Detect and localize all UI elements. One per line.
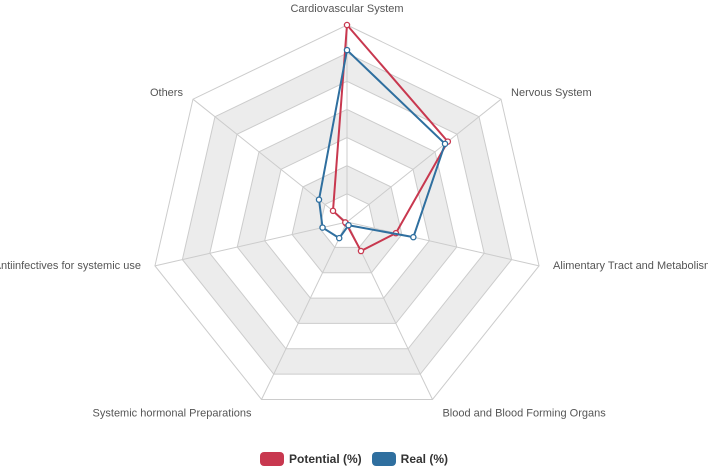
series-1-point-3[interactable] xyxy=(345,221,352,229)
series-0-point-6[interactable] xyxy=(329,207,337,215)
spoke-4 xyxy=(261,221,348,400)
spoke-2 xyxy=(346,221,540,267)
axis-label-3: Blood and Blood Forming Organs xyxy=(442,407,606,419)
series-1-point-1[interactable] xyxy=(441,140,449,148)
legend-label-potential: Potential (%) xyxy=(288,452,362,466)
axis-label-1: Nervous System xyxy=(511,87,592,99)
radar-chart: Cardiovascular System Nervous System Alime… xyxy=(0,3,708,419)
legend-item-potential[interactable]: Potential (%) xyxy=(259,452,362,466)
series-1-point-6[interactable] xyxy=(315,196,323,203)
axis-labels: Cardiovascular System Nervous System Alime… xyxy=(0,3,708,419)
series-0-point-0[interactable] xyxy=(343,21,351,29)
series-1-point-4[interactable] xyxy=(335,234,343,242)
series-1-point-2[interactable] xyxy=(410,233,417,241)
legend-item-real[interactable]: Real (%) xyxy=(371,452,448,466)
legend-swatch-potential xyxy=(259,452,284,466)
series-line-1 xyxy=(317,49,447,240)
series-0-point-3[interactable] xyxy=(357,247,365,255)
axis-label-6: Others xyxy=(150,87,184,99)
legend: Potential (%) Real (%) xyxy=(0,452,708,466)
axis-label-0: Cardiovascular System xyxy=(290,3,403,15)
spoke-5 xyxy=(154,221,348,267)
series-1 xyxy=(315,46,449,242)
series-1-point-0[interactable] xyxy=(343,46,351,54)
axis-label-4: Systemic hormonal Preparations xyxy=(93,407,252,419)
axis-label-5: Antiinfectives for systemic use xyxy=(0,260,141,272)
series-1-point-5[interactable] xyxy=(319,224,326,231)
radar-series xyxy=(315,21,452,255)
spoke-1 xyxy=(346,98,502,223)
legend-label-real: Real (%) xyxy=(400,452,448,466)
axis-label-2: Alimentary Tract and Metabolism xyxy=(553,260,708,272)
legend-swatch-real xyxy=(371,452,396,466)
